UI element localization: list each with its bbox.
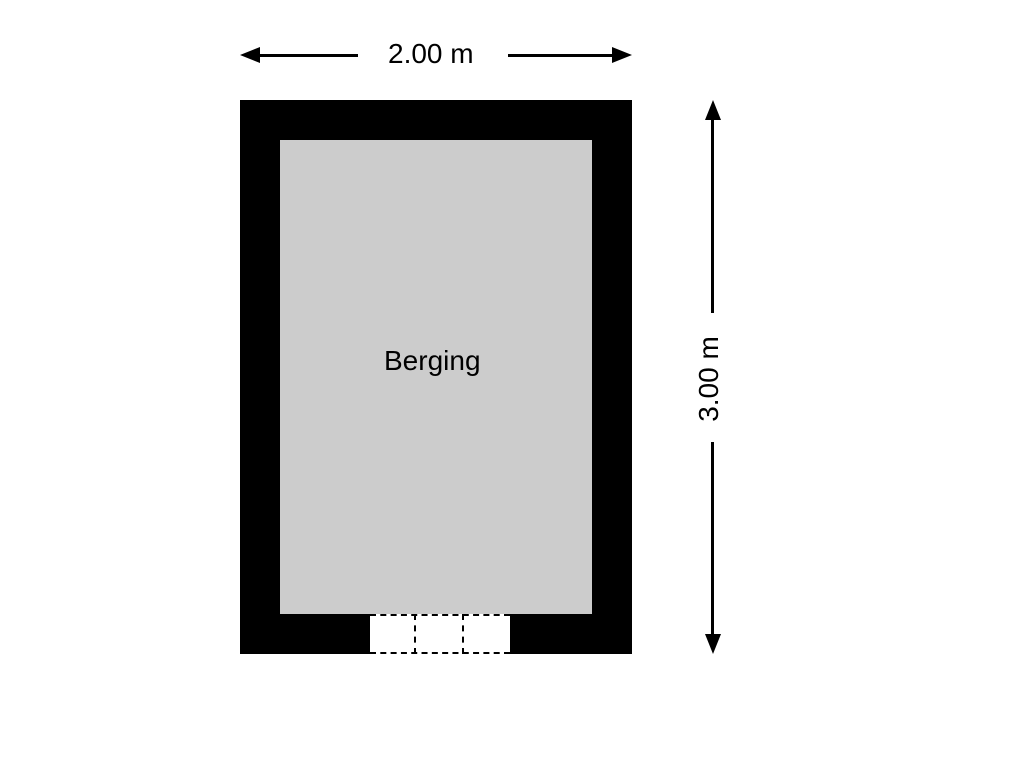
door-opening xyxy=(370,614,510,654)
top-arrow-line-right xyxy=(508,54,614,57)
width-dimension-label: 2.00 m xyxy=(388,38,474,70)
right-arrow-line-top xyxy=(711,118,714,313)
top-arrow-head-left xyxy=(240,47,260,63)
height-dimension-label: 3.00 m xyxy=(693,336,725,422)
door-dash-mid1 xyxy=(414,614,416,654)
door-dash-mid2 xyxy=(462,614,464,654)
top-arrow-line-left xyxy=(258,54,358,57)
floorplan-floor xyxy=(280,140,592,614)
right-arrow-head-down xyxy=(705,634,721,654)
door-dash-top xyxy=(370,614,510,616)
door-dash-bottom xyxy=(370,652,510,654)
top-arrow-head-right xyxy=(612,47,632,63)
right-arrow-line-bottom xyxy=(711,442,714,636)
room-label: Berging xyxy=(384,345,481,377)
right-arrow-head-up xyxy=(705,100,721,120)
